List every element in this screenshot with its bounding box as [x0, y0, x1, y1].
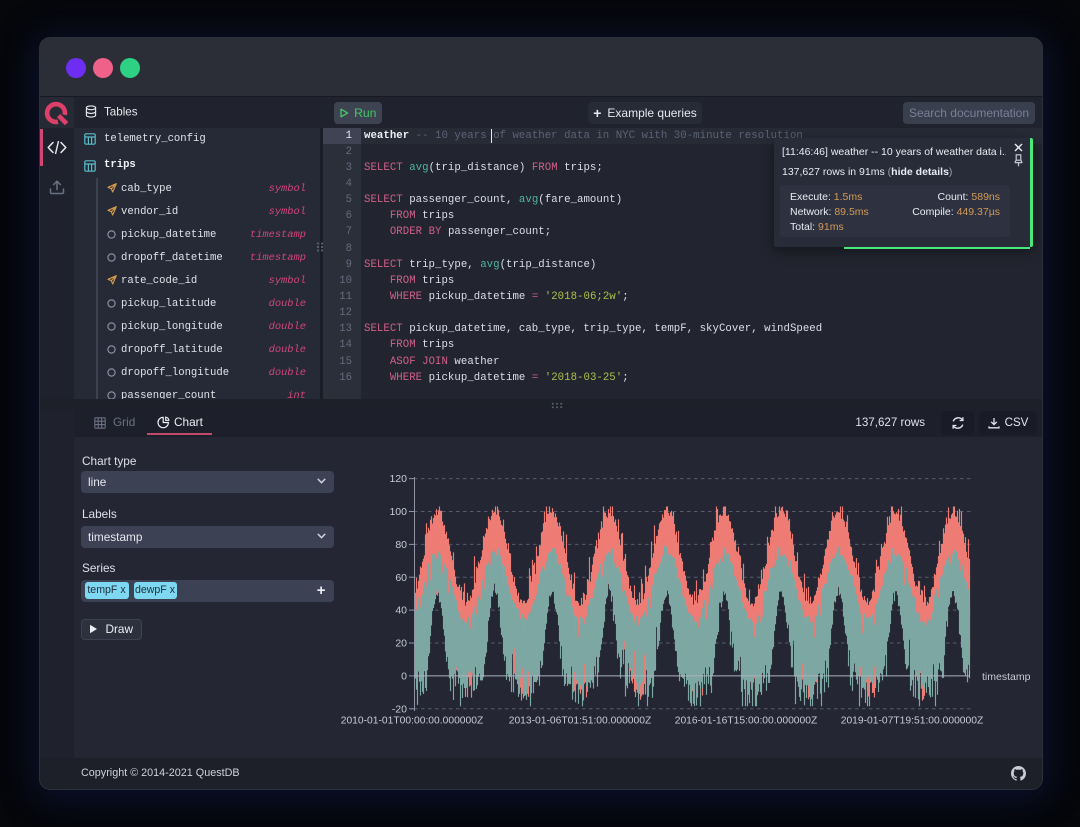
svg-text:0: 0 — [401, 671, 407, 683]
svg-text:2010-01-01T00:00:00.000000Z: 2010-01-01T00:00:00.000000Z — [341, 716, 484, 727]
svg-text:120: 120 — [389, 473, 407, 485]
svg-text:2013-01-06T01:51:00.000000Z: 2013-01-06T01:51:00.000000Z — [509, 716, 652, 727]
svg-text:2016-01-16T15:00:00.000000Z: 2016-01-16T15:00:00.000000Z — [675, 716, 818, 727]
svg-text:80: 80 — [395, 539, 407, 551]
svg-text:100: 100 — [389, 506, 407, 518]
svg-text:40: 40 — [395, 605, 407, 617]
svg-text:60: 60 — [395, 572, 407, 584]
svg-text:20: 20 — [395, 638, 407, 650]
svg-text:2019-01-07T19:51:00.000000Z: 2019-01-07T19:51:00.000000Z — [841, 716, 984, 727]
svg-text:-20: -20 — [392, 703, 407, 715]
svg-text:timestamp: timestamp — [982, 671, 1031, 683]
